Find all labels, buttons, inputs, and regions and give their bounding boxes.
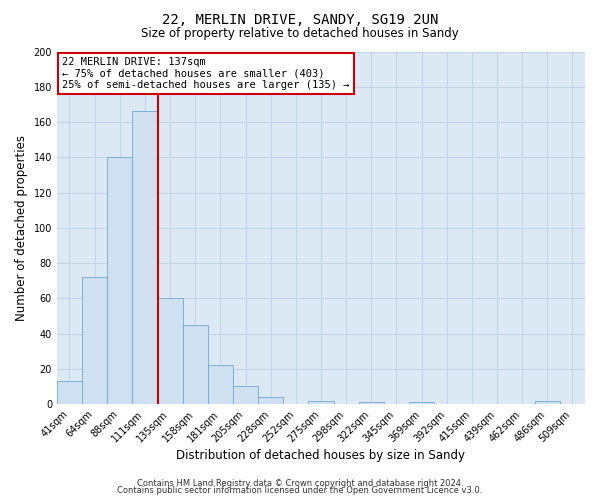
Bar <box>233 386 258 404</box>
Bar <box>133 112 158 404</box>
Bar <box>57 381 82 404</box>
Bar <box>158 298 182 404</box>
Bar <box>359 402 384 404</box>
Bar <box>535 400 560 404</box>
Text: 22 MERLIN DRIVE: 137sqm
← 75% of detached houses are smaller (403)
25% of semi-d: 22 MERLIN DRIVE: 137sqm ← 75% of detache… <box>62 57 350 90</box>
Bar <box>258 397 283 404</box>
Text: Contains public sector information licensed under the Open Government Licence v3: Contains public sector information licen… <box>118 486 482 495</box>
Text: 22, MERLIN DRIVE, SANDY, SG19 2UN: 22, MERLIN DRIVE, SANDY, SG19 2UN <box>162 12 438 26</box>
Bar <box>107 158 133 404</box>
X-axis label: Distribution of detached houses by size in Sandy: Distribution of detached houses by size … <box>176 450 466 462</box>
Bar <box>208 366 233 404</box>
Y-axis label: Number of detached properties: Number of detached properties <box>15 135 28 321</box>
Text: Contains HM Land Registry data © Crown copyright and database right 2024.: Contains HM Land Registry data © Crown c… <box>137 478 463 488</box>
Bar <box>409 402 434 404</box>
Bar <box>82 277 107 404</box>
Bar <box>308 400 334 404</box>
Text: Size of property relative to detached houses in Sandy: Size of property relative to detached ho… <box>141 28 459 40</box>
Bar <box>182 325 208 404</box>
